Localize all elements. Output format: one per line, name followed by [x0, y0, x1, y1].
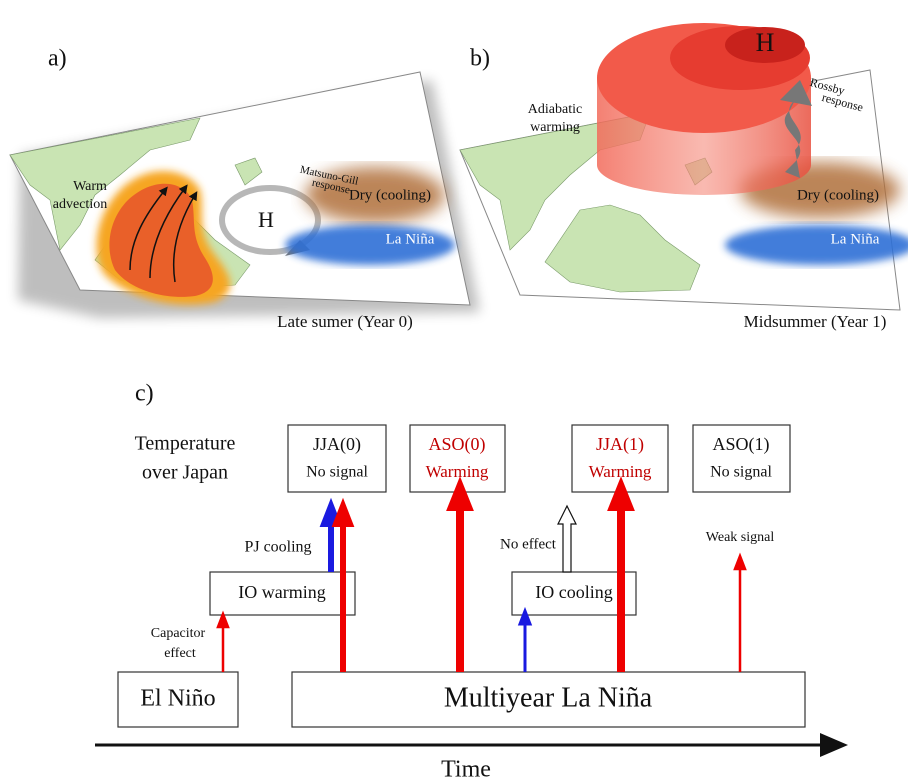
- caption: Midsummer (Year 1): [744, 312, 887, 331]
- warm-core: [109, 183, 213, 297]
- panel-label: c): [135, 381, 154, 407]
- flow-arrow: [149, 184, 188, 279]
- arrow: [607, 476, 635, 672]
- flow-arrow: [172, 191, 198, 283]
- caption: Late sumer (Year 0): [277, 312, 413, 331]
- adiabatic-label: warming: [530, 120, 580, 135]
- signal-label: Warming: [589, 462, 652, 481]
- pj-cooling-label: PJ cooling: [244, 539, 311, 556]
- rossby-arrow: [784, 100, 801, 178]
- capacitor-label: effect: [164, 646, 196, 661]
- la-nina-region: [725, 225, 908, 265]
- panel-b: b) H Rossby response Adiabatic warming D…: [459, 23, 908, 331]
- circulation: [219, 185, 321, 255]
- panel-label: b): [470, 46, 490, 72]
- season-label: JJA(1): [596, 434, 644, 455]
- season-box: [287, 424, 387, 493]
- io-warming-box: [209, 571, 356, 616]
- panel-c: c) Temperature over Japan JJA(0) No sign…: [95, 381, 848, 782]
- land: [544, 204, 701, 293]
- season-box: [571, 424, 669, 493]
- season-box: [692, 424, 791, 493]
- io-cooling-label: IO cooling: [535, 582, 612, 602]
- panel-label: a): [48, 46, 67, 72]
- arrows: [95, 476, 848, 757]
- high-label: H: [258, 207, 274, 232]
- la-nina-label: La Niña: [386, 231, 435, 247]
- dry-region: [305, 167, 445, 223]
- season-label: ASO(1): [713, 434, 770, 455]
- signal-label: No signal: [306, 464, 368, 481]
- arrow: [517, 606, 533, 672]
- arrow: [557, 504, 577, 573]
- dry-label: Dry (cooling): [797, 187, 879, 203]
- signal-label: No signal: [710, 464, 772, 481]
- weak-signal-label: Weak signal: [706, 530, 775, 545]
- la-nina-box: [291, 671, 806, 728]
- time-axis-head: [820, 733, 848, 757]
- el-nino-label: El Niño: [140, 686, 215, 712]
- la-nina-label: Multiyear La Niña: [444, 682, 653, 713]
- season-label: ASO(0): [429, 434, 486, 455]
- warm-advection-label: Warm: [73, 179, 107, 194]
- el-nino-box: [117, 671, 239, 728]
- la-nina-region: [285, 225, 455, 265]
- io-cooling-box: [511, 571, 637, 616]
- capacitor-label: Capacitor: [151, 626, 206, 641]
- arrow: [331, 497, 355, 672]
- panel-a: a) Matsuno-Gill response H Warm advectio…: [9, 46, 480, 331]
- rossby-head: [780, 80, 812, 106]
- arrow: [446, 476, 474, 672]
- no-effect-label: No effect: [500, 536, 557, 552]
- flow-arrow: [129, 186, 168, 271]
- io-warming-label: IO warming: [238, 582, 325, 602]
- arrow: [216, 610, 230, 672]
- dry-label: Dry (cooling): [349, 187, 431, 203]
- warm-advection-label: advection: [53, 197, 107, 212]
- la-nina-label: La Niña: [831, 231, 880, 247]
- season-label: JJA(0): [313, 434, 361, 455]
- high-label: H: [756, 28, 775, 57]
- temperature-label: over Japan: [142, 462, 228, 484]
- arrow: [733, 552, 747, 672]
- arrow: [319, 497, 343, 572]
- signal-label: Warming: [426, 462, 489, 481]
- land: [234, 157, 263, 186]
- adiabatic-label: Adiabatic: [528, 102, 582, 117]
- temperature-label: Temperature: [135, 433, 236, 455]
- high-core: [725, 27, 805, 63]
- land: [9, 117, 201, 251]
- time-label: Time: [441, 757, 491, 782]
